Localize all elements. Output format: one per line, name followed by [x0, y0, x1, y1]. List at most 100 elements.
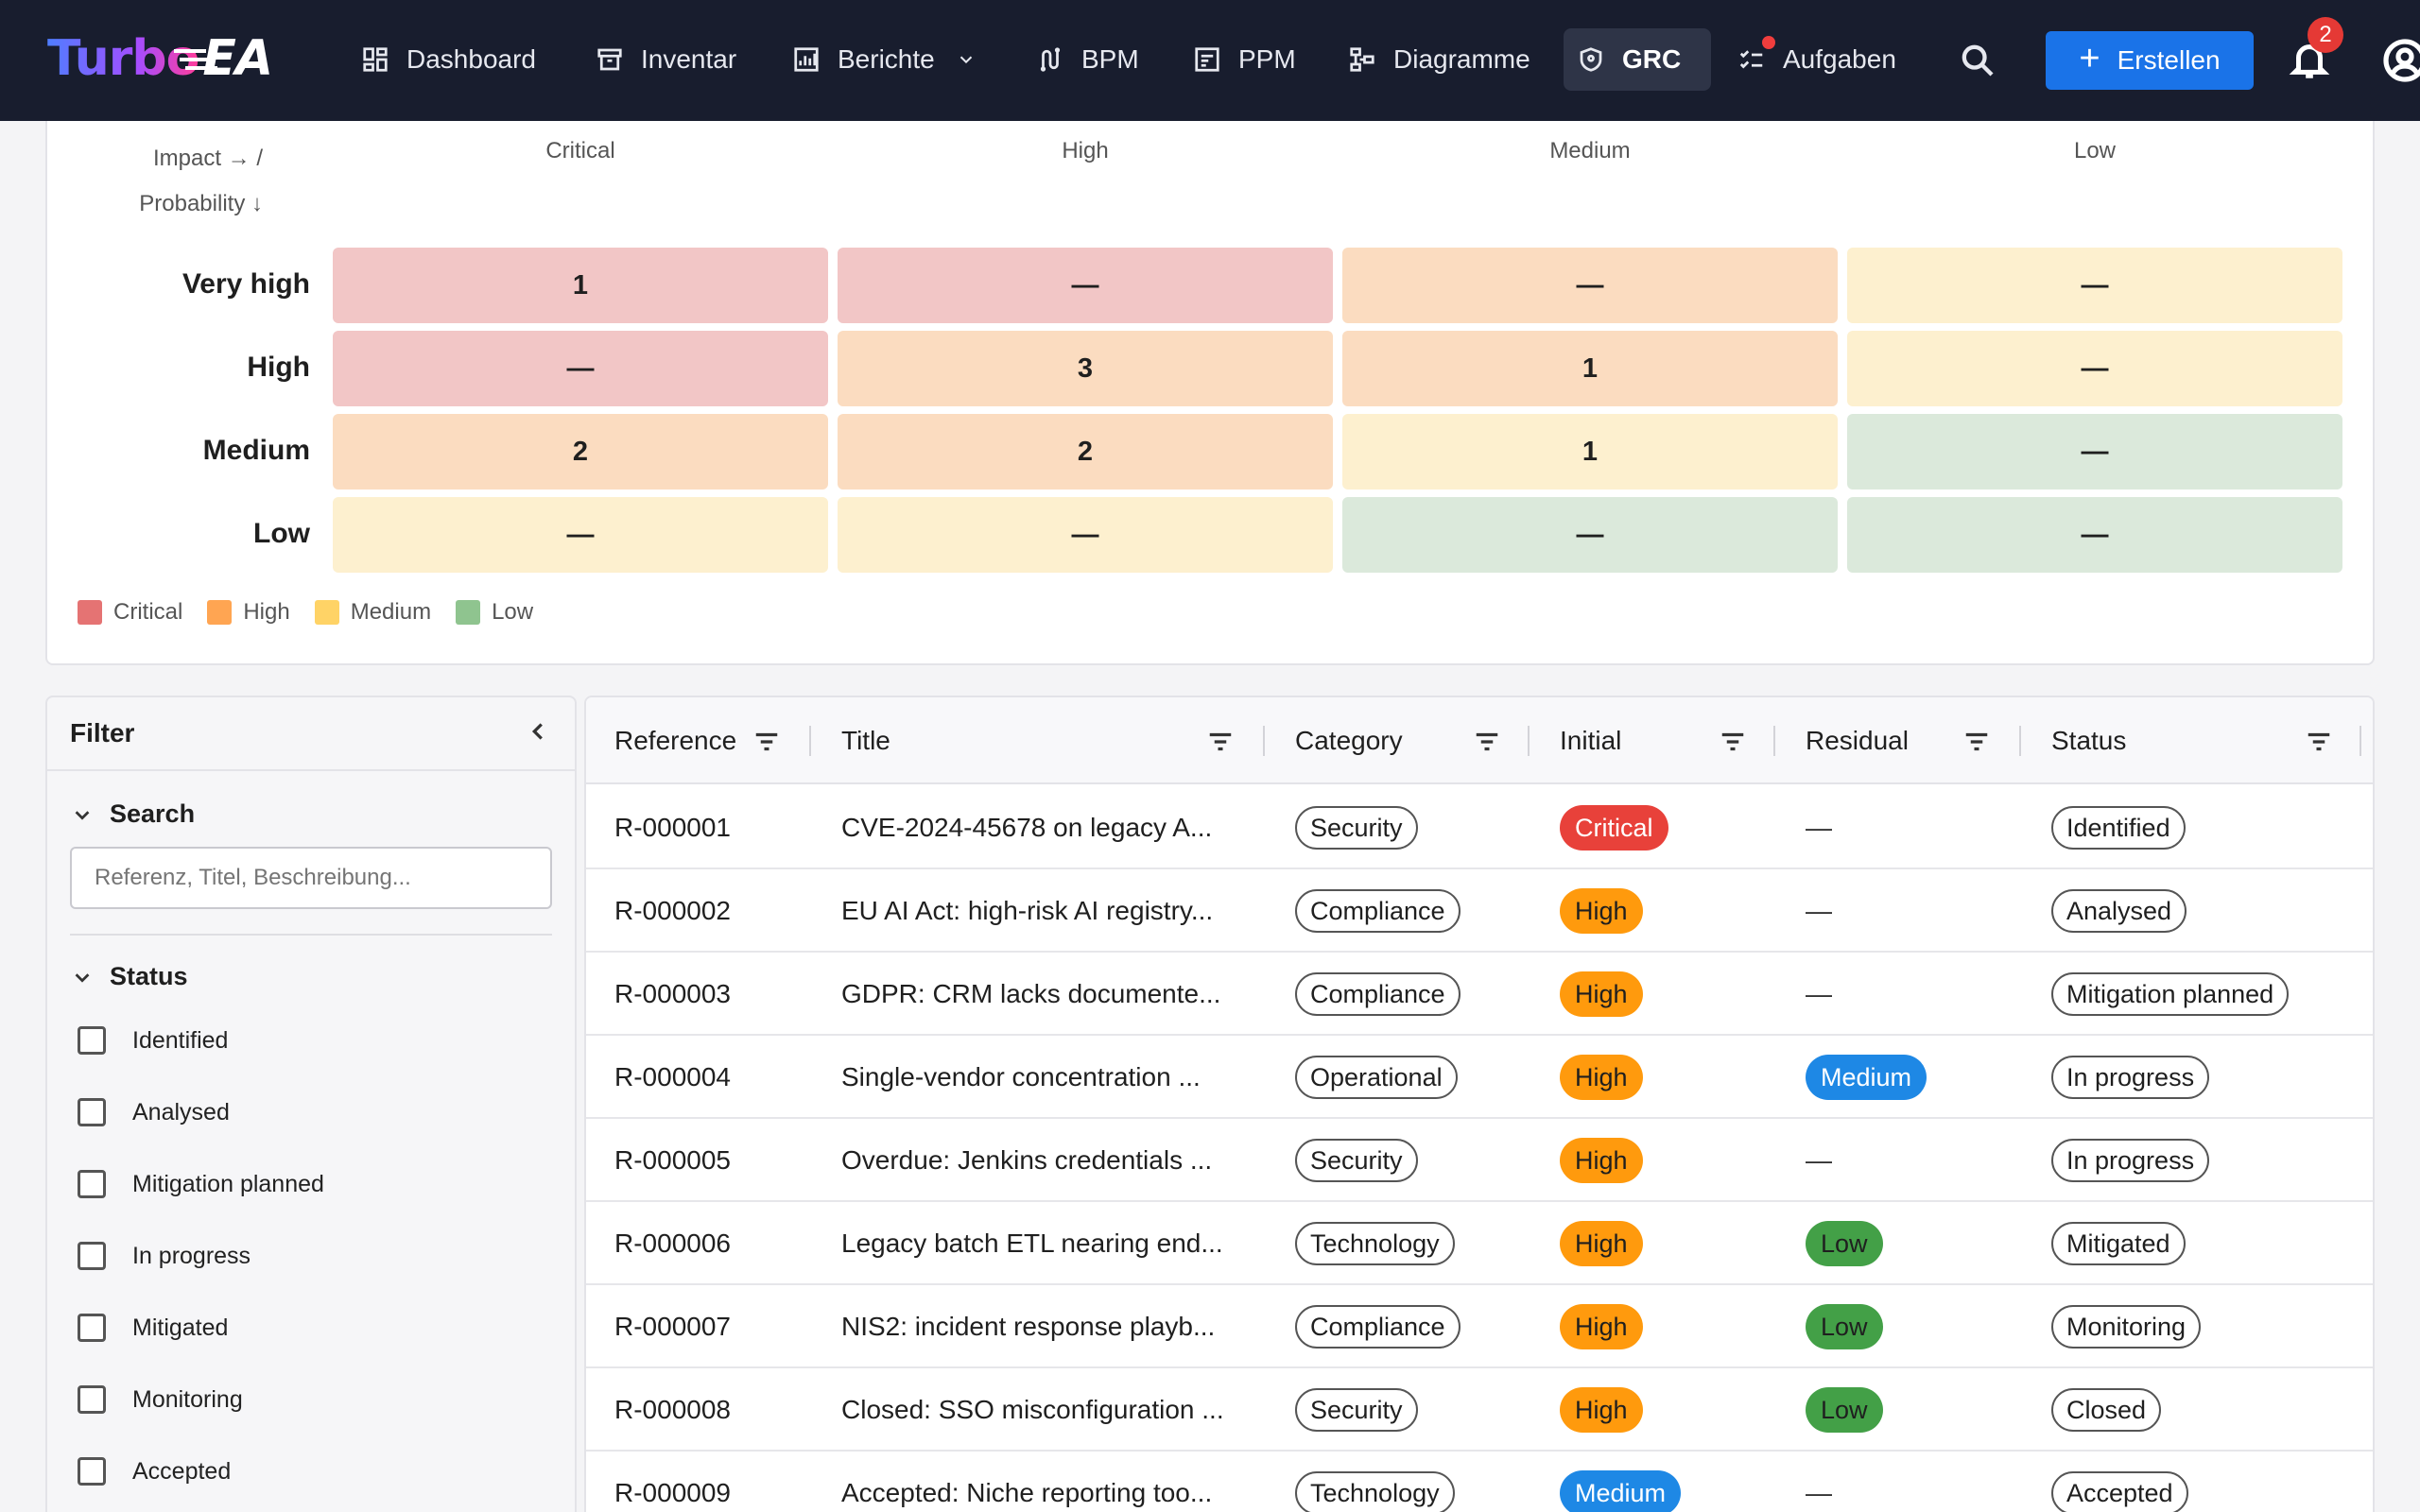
status-filter-option[interactable]: Analysed — [78, 1098, 230, 1126]
heatmap-cell[interactable]: — — [1847, 331, 2342, 406]
column-filter-icon[interactable] — [752, 697, 781, 784]
table-header: Reference Title Category Initial Residual Sta… — [586, 697, 2373, 784]
column-header[interactable]: Initial — [1560, 697, 1621, 784]
nav-ppm[interactable]: PPM — [1180, 28, 1309, 91]
column-header[interactable]: Residual — [1806, 697, 1909, 784]
column-filter-icon[interactable] — [1473, 697, 1501, 784]
reference-text: R-000009 — [614, 1478, 731, 1507]
search-icon[interactable] — [1959, 42, 1996, 79]
status-filter-option[interactable]: Monitoring — [78, 1385, 243, 1414]
heatmap-cell[interactable]: — — [838, 248, 1333, 323]
nav-grc[interactable]: GRC — [1564, 28, 1711, 91]
nav-bpm[interactable]: BPM — [1023, 28, 1152, 91]
checkbox[interactable] — [78, 1098, 106, 1126]
title-text: EU AI Act: high-risk AI registry... — [841, 896, 1214, 925]
column-filter-icon[interactable] — [1719, 697, 1747, 784]
table-cell: High — [1560, 953, 1643, 1036]
chevron-down-icon — [75, 972, 90, 983]
column-header[interactable]: Title — [841, 697, 890, 784]
search-section-toggle[interactable]: Search — [47, 799, 219, 829]
status-filter-option[interactable]: In progress — [78, 1242, 251, 1270]
heatmap-row-header: Low — [253, 518, 310, 549]
account-icon[interactable] — [2382, 38, 2420, 83]
table-row[interactable]: R-000006 Legacy batch ETL nearing end... T… — [586, 1202, 2373, 1285]
status-filter-option[interactable]: Mitigated — [78, 1314, 228, 1342]
nav-inventar[interactable]: Inventar — [582, 28, 750, 91]
title-text: Legacy batch ETL nearing end... — [841, 1228, 1223, 1258]
status-filter-option[interactable]: Identified — [78, 1026, 228, 1055]
create-button[interactable]: + Erstellen — [2046, 31, 2254, 90]
filter-title: Filter — [70, 718, 135, 747]
plus-icon: + — [2079, 39, 2100, 78]
heatmap-cell[interactable]: — — [333, 331, 828, 406]
nav-aufgaben[interactable]: Aufgaben — [1724, 28, 1910, 91]
heatmap-cell[interactable]: — — [1342, 497, 1838, 573]
column-filter-icon[interactable] — [1962, 697, 1991, 784]
nav-berichte[interactable]: Berichte — [779, 28, 994, 91]
residual-risk-badge: Low — [1806, 1221, 1883, 1266]
table-cell: R-000001 — [614, 786, 731, 869]
collapse-panel-icon[interactable] — [524, 717, 552, 750]
status-filter-label: Mitigated — [132, 1314, 229, 1341]
table-row[interactable]: R-000005 Overdue: Jenkins credentials ...… — [586, 1119, 2373, 1202]
checkbox[interactable] — [78, 1314, 106, 1342]
residual-risk-badge: Low — [1806, 1387, 1883, 1433]
checkbox[interactable] — [78, 1385, 106, 1414]
table-row[interactable]: R-000008 Closed: SSO misconfiguration ...… — [586, 1368, 2373, 1452]
heatmap-cell[interactable]: — — [1342, 248, 1838, 323]
heatmap-cell[interactable]: — — [1847, 497, 2342, 573]
initial-risk-badge: High — [1560, 1138, 1643, 1183]
app-logo[interactable]: Turbo EA — [47, 30, 273, 87]
column-header[interactable]: Category — [1295, 697, 1403, 784]
table-row[interactable]: R-000002 EU AI Act: high-risk AI registry… — [586, 869, 2373, 953]
nav-dashboard[interactable]: Dashboard — [348, 28, 549, 91]
status-filter-label: Identified — [132, 1026, 229, 1054]
heatmap-cell[interactable]: — — [1847, 414, 2342, 490]
checkbox[interactable] — [78, 1242, 106, 1270]
residual-risk-badge: — — [1806, 979, 1832, 1008]
title-text: NIS2: incident response playb... — [841, 1312, 1216, 1341]
heatmap-cell[interactable]: 2 — [333, 414, 828, 490]
status-filter-option[interactable]: Mitigation planned — [78, 1170, 324, 1198]
process-icon — [1036, 45, 1064, 74]
column-header[interactable]: Status — [2051, 697, 2126, 784]
status-filter-option[interactable]: Accepted — [78, 1457, 231, 1486]
risk-heatmap-card: Impact → / Probability ↓ Critical High Med… — [45, 121, 2375, 665]
heatmap-cell[interactable]: 1 — [1342, 331, 1838, 406]
table-row[interactable]: R-000001 CVE-2024-45678 on legacy A... Sec… — [586, 786, 2373, 869]
column-header[interactable]: Reference — [614, 697, 736, 784]
table-cell: — — [1806, 1452, 1832, 1512]
checkbox[interactable] — [78, 1170, 106, 1198]
heatmap-cell[interactable]: 2 — [838, 414, 1333, 490]
status-section-toggle[interactable]: Status — [47, 962, 213, 991]
column-filter-icon[interactable] — [1206, 697, 1235, 784]
table-cell: Security — [1295, 1368, 1418, 1452]
table-row[interactable]: R-000009 Accepted: Niche reporting too...… — [586, 1452, 2373, 1512]
table-cell: — — [1806, 953, 1832, 1036]
category-chip: Compliance — [1295, 1305, 1461, 1349]
checkbox[interactable] — [78, 1457, 106, 1486]
reference-text: R-000003 — [614, 979, 731, 1008]
nav-diagramme[interactable]: Diagramme — [1335, 28, 1544, 91]
status-chip: In progress — [2051, 1056, 2210, 1099]
table-row[interactable]: R-000004 Single-vendor concentration ... O… — [586, 1036, 2373, 1119]
search-input[interactable] — [70, 847, 552, 909]
legend-item-low: Low — [456, 599, 533, 626]
heatmap-legend: Critical High Medium Low — [78, 599, 533, 626]
table-cell: Legacy batch ETL nearing end... — [841, 1202, 1223, 1285]
checkbox[interactable] — [78, 1026, 106, 1055]
table-row[interactable]: R-000007 NIS2: incident response playb...… — [586, 1285, 2373, 1368]
risk-table: Reference Title Category Initial Residual Sta… — [584, 696, 2375, 1512]
heatmap-cell[interactable]: 3 — [838, 331, 1333, 406]
table-cell: In progress — [2051, 1119, 2210, 1202]
heatmap-cell[interactable]: — — [838, 497, 1333, 573]
heatmap-cell[interactable]: — — [1847, 248, 2342, 323]
heatmap-cell[interactable]: 1 — [333, 248, 828, 323]
status-filter-label: Monitoring — [132, 1385, 243, 1413]
diagram-icon — [1348, 45, 1376, 74]
column-filter-icon[interactable] — [2305, 697, 2333, 784]
heatmap-cell[interactable]: 1 — [1342, 414, 1838, 490]
notification-badge: 2 — [2308, 17, 2343, 53]
heatmap-cell[interactable]: — — [333, 497, 828, 573]
table-row[interactable]: R-000003 GDPR: CRM lacks documente... Comp… — [586, 953, 2373, 1036]
